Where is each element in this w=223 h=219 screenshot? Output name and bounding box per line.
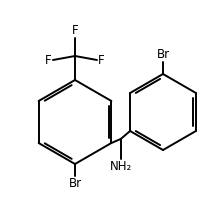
Text: Br: Br: [157, 48, 169, 61]
Text: F: F: [98, 53, 105, 67]
Text: F: F: [72, 24, 78, 37]
Text: Br: Br: [68, 177, 82, 190]
Text: F: F: [45, 53, 52, 67]
Text: NH₂: NH₂: [110, 160, 132, 173]
